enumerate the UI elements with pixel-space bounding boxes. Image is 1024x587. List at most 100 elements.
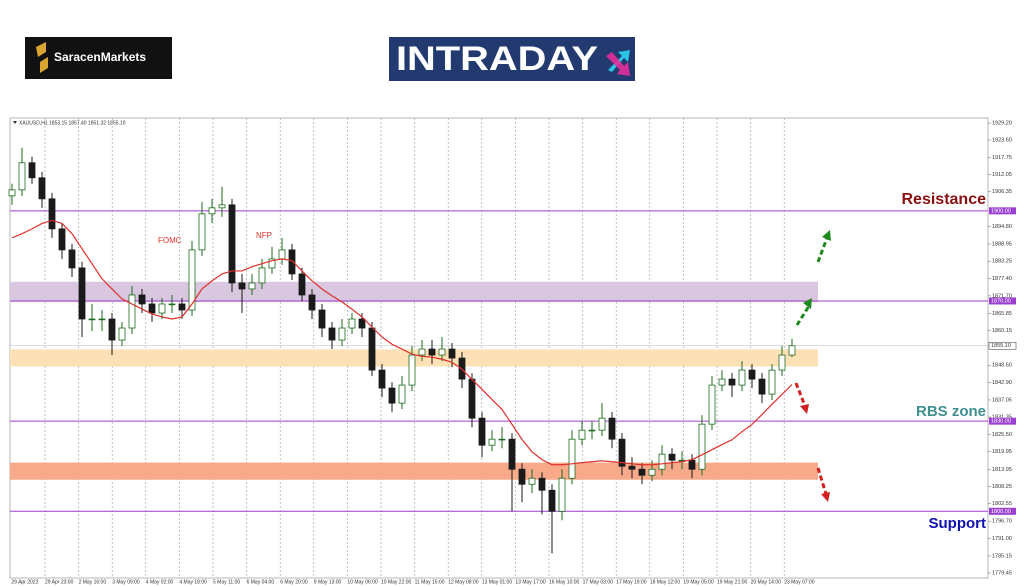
candle-body (448, 348, 456, 359)
x-tick-label: 3 May 09:00 (112, 579, 140, 585)
y-tick-label: 1791.00 (992, 536, 1012, 542)
level-label: 1870.00 (991, 298, 1011, 304)
y-tick-label: 1819.95 (992, 449, 1012, 455)
y-tick-label: 1842.90 (992, 380, 1012, 386)
arrow-head (822, 230, 831, 241)
y-tick-label: 1906.35 (992, 189, 1012, 195)
y-tick-label: 1877.40 (992, 276, 1012, 282)
candle-body (468, 378, 476, 419)
level-label: 1900.00 (991, 208, 1011, 214)
banner-box (389, 37, 635, 81)
candle-body (638, 468, 646, 476)
candle-body (718, 378, 726, 386)
x-tick-label: 5 May 11:00 (213, 579, 240, 585)
candle-body (228, 204, 236, 284)
candle-body (288, 249, 296, 275)
x-tick-label: 19 May 05:00 (683, 579, 714, 585)
candle-body (508, 438, 516, 470)
candle-body (188, 249, 196, 311)
y-tick-label: 1923.60 (992, 137, 1012, 143)
arrow-head (821, 492, 830, 502)
candle-body (608, 417, 616, 440)
annotation: FOMC (158, 236, 182, 245)
x-tick-label: 6 May 04:00 (247, 579, 275, 585)
plot: XAUUSD,H1 1853.15 1857.40 1851.32 1855.1… (8, 117, 1017, 585)
x-tick-label: 20 May 14:00 (751, 579, 782, 585)
y-tick-label: 1912.05 (992, 172, 1012, 178)
candle-body (438, 348, 446, 356)
candle-body (98, 318, 106, 321)
candle-body (578, 429, 586, 440)
level-label: 1800.00 (991, 509, 1011, 515)
forecast-arrows (794, 230, 831, 502)
candle-body (498, 438, 506, 441)
arrow-head (803, 298, 812, 309)
current-price-box (988, 341, 1017, 350)
candle-body (588, 429, 596, 432)
candle-body (8, 189, 16, 197)
candle-body (418, 348, 426, 356)
candle-body (788, 345, 796, 356)
candle-body (738, 369, 746, 386)
banner-logo: INTRADAY (389, 37, 635, 81)
candle-body (548, 489, 556, 512)
x-tick-label: 18 May 12:00 (650, 579, 681, 585)
candle-body (28, 162, 36, 179)
candle-body (388, 387, 396, 404)
candle-body (748, 369, 756, 380)
candle-body (768, 369, 776, 395)
candle-body (168, 303, 176, 306)
x-tick-label: 12 May 08:00 (448, 579, 479, 585)
arrow-up-1 (795, 305, 811, 326)
candle-body (488, 438, 496, 446)
candle-body (58, 228, 66, 251)
annotation: Resistance (902, 191, 987, 208)
candle-body (18, 162, 26, 191)
y-tick-label: 1837.05 (992, 397, 1012, 403)
candle-body (238, 282, 246, 290)
candle-body (688, 459, 696, 470)
candle-body (38, 177, 46, 200)
level-label-box (989, 207, 1016, 215)
candle-body (118, 327, 126, 341)
candle-body (628, 465, 636, 470)
x-tick-label: 4 May 18:00 (179, 579, 207, 585)
candle-body (648, 468, 656, 476)
candle-body (398, 384, 406, 404)
y-tick-label: 1860.15 (992, 328, 1012, 334)
y-tick-label: 1831.35 (992, 415, 1012, 421)
chart-header: XAUUSD,H1 1853.15 1857.40 1851.32 1855.1… (19, 120, 126, 126)
x-tick-label: 13 May 17:00 (515, 579, 546, 585)
moving-average (11, 219, 793, 466)
candle-body (278, 249, 286, 260)
candle-body (368, 327, 376, 371)
candle-body (128, 294, 136, 329)
candle-body (568, 438, 576, 479)
y-tick-label: 1825.50 (992, 432, 1012, 438)
candle-body (48, 198, 56, 230)
candle-body (158, 303, 166, 314)
candle-body (378, 369, 386, 389)
zone (10, 281, 818, 302)
y-tick-label: 1802.55 (992, 501, 1012, 507)
header-marker (13, 121, 17, 124)
x-tick-label: 17 May 03:00 (583, 579, 614, 585)
candle-body (78, 267, 86, 320)
candle-body (348, 318, 356, 329)
candle-body (248, 282, 256, 290)
y-tick-label: 1785.15 (992, 553, 1012, 559)
level-label: 1830.00 (991, 419, 1011, 425)
banner-arrow-down (606, 52, 630, 76)
x-tick-label: 29 Apr 23:00 (45, 579, 74, 585)
brand-icon (36, 42, 48, 73)
candle-body (88, 318, 96, 321)
level-label-box (989, 417, 1016, 425)
candle-body (778, 354, 786, 371)
y-tick-label: 1796.70 (992, 519, 1012, 525)
y-tick-label: 1888.95 (992, 241, 1012, 247)
candle-body (68, 249, 76, 269)
brand-logo: SaracenMarkets (25, 37, 172, 79)
x-tick-label: 10 May 06:00 (347, 579, 378, 585)
y-tick-label: 1813.95 (992, 467, 1012, 473)
